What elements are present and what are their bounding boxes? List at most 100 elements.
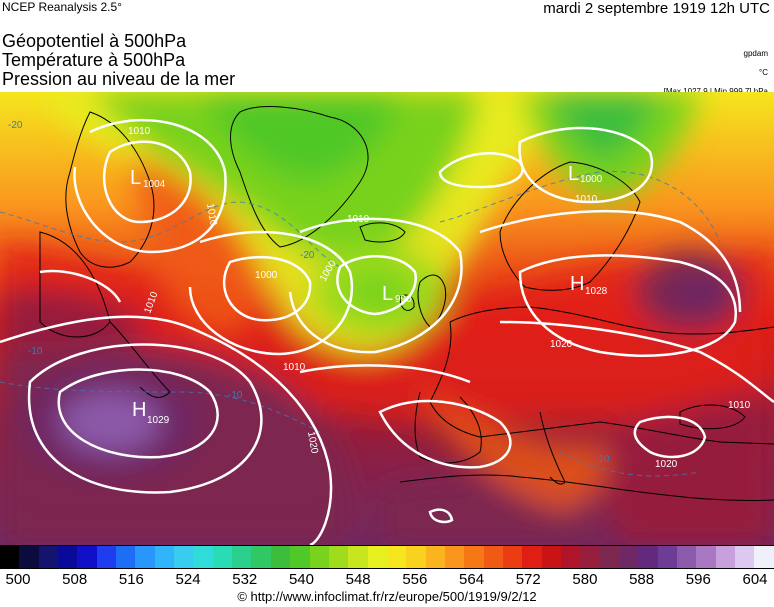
low-center: L 1004 bbox=[130, 167, 166, 190]
colorbar-swatch bbox=[290, 546, 310, 568]
colorbar-swatch bbox=[657, 546, 678, 568]
weather-map: 1010 1010 1000 1010 1020 1010 1000 1020 … bbox=[0, 92, 774, 545]
weather-map-svg: 1010 1010 1000 1010 1020 1010 1000 1020 … bbox=[0, 92, 774, 545]
colorbar-swatch bbox=[77, 546, 97, 568]
isobar-label: 1010 bbox=[283, 362, 306, 373]
isobar-label: 1010 bbox=[204, 203, 219, 227]
svg-text:L: L bbox=[568, 163, 579, 185]
svg-text:1029: 1029 bbox=[147, 415, 170, 426]
colorbar-swatch bbox=[135, 546, 155, 568]
colorbar-swatch bbox=[677, 546, 697, 568]
high-center: H 1028 bbox=[570, 273, 608, 297]
unit-temperature: °C bbox=[759, 68, 768, 77]
colorbar-swatch bbox=[270, 546, 291, 568]
title-pressure: Pression au niveau de la mer bbox=[2, 69, 236, 89]
units-block: gpdam °C [Max 1027.9 | Min 999.7] hPa bbox=[664, 44, 768, 101]
colorbar-swatch bbox=[580, 546, 600, 568]
svg-text:1004: 1004 bbox=[143, 179, 166, 190]
colorbar-swatch bbox=[58, 546, 78, 568]
svg-text:L: L bbox=[130, 167, 141, 189]
colorbar-tick-label: 604 bbox=[742, 571, 768, 588]
colorbar-swatch bbox=[425, 546, 445, 568]
isobar-label: 1000 bbox=[255, 270, 278, 281]
isobar-label: 1020 bbox=[655, 459, 678, 470]
colorbar-ticks: 500 508 516 524 532 540 548 556 564 572 580 588 596 6… bbox=[0, 571, 774, 589]
footer-url: © http://www.infoclimat.fr/rz/europe/500… bbox=[237, 589, 537, 604]
colorbar-tick-label: 548 bbox=[345, 571, 371, 588]
isobar-label: 1020 bbox=[305, 431, 320, 455]
colorbar-swatch bbox=[38, 546, 59, 568]
colorbar-swatch bbox=[502, 546, 523, 568]
colorbar-swatch bbox=[193, 546, 213, 568]
colorbar-tick-label: 564 bbox=[459, 571, 485, 588]
geopotential-shading bbox=[0, 92, 774, 545]
colorbar-swatch bbox=[560, 546, 581, 568]
colorbar-swatch bbox=[367, 546, 387, 568]
colorbar-swatch bbox=[309, 546, 329, 568]
svg-text:1028: 1028 bbox=[585, 286, 608, 297]
svg-text:1000: 1000 bbox=[580, 174, 603, 185]
colorbar-swatch bbox=[715, 546, 736, 568]
colorbar-swatch bbox=[599, 546, 619, 568]
title-temperature: Température à 500hPa bbox=[2, 50, 186, 70]
colorbar-swatch bbox=[754, 546, 774, 568]
unit-geopotential: gpdam bbox=[743, 49, 768, 58]
colorbar-swatch bbox=[174, 546, 194, 568]
date-label: mardi 2 septembre 1919 12h UTC bbox=[543, 0, 770, 17]
colorbar-swatch bbox=[328, 546, 349, 568]
isobar-label: 1010 bbox=[575, 194, 598, 205]
colorbar-swatch bbox=[212, 546, 233, 568]
isobar-label: 1020 bbox=[550, 339, 573, 350]
colorbar-swatch bbox=[251, 546, 271, 568]
isobar-label: 1010 bbox=[128, 126, 151, 137]
colorbar-tick-label: 524 bbox=[175, 571, 201, 588]
colorbar-swatch bbox=[96, 546, 117, 568]
colorbar-swatch bbox=[154, 546, 175, 568]
svg-text:H: H bbox=[570, 273, 584, 295]
pressure-range: [Max 1027.9 | Min 999.7] hPa bbox=[663, 87, 768, 96]
colorbar-tick-label: 596 bbox=[685, 571, 711, 588]
svg-text:L: L bbox=[382, 283, 393, 305]
colorbar-tick-label: 588 bbox=[629, 571, 655, 588]
source-label: NCEP Reanalysis 2.5° bbox=[2, 0, 122, 14]
coastlines bbox=[39, 106, 774, 501]
isotherm-label: -10 bbox=[595, 454, 610, 465]
colorbar-swatch bbox=[444, 546, 465, 568]
colorbar-tick-label: 500 bbox=[5, 571, 31, 588]
colorbar-swatch bbox=[0, 546, 20, 568]
colorbar-tick-label: 508 bbox=[62, 571, 88, 588]
colorbar-swatch bbox=[386, 546, 407, 568]
colorbar-swatch bbox=[116, 546, 136, 568]
svg-text:H: H bbox=[132, 399, 146, 421]
colorbar-swatch bbox=[483, 546, 503, 568]
colorbar-tick-label: 516 bbox=[118, 571, 144, 588]
colorbar-tick-label: 580 bbox=[572, 571, 598, 588]
colorbar-swatch bbox=[406, 546, 426, 568]
colorbar-swatch bbox=[541, 546, 561, 568]
svg-text:990: 990 bbox=[395, 294, 412, 305]
colorbar-tick-label: 556 bbox=[402, 571, 428, 588]
isobar-label: 1010 bbox=[347, 214, 370, 225]
colorbar-swatch bbox=[696, 546, 716, 568]
isotherm-label: -10 bbox=[28, 346, 43, 357]
title-geopotential: Géopotentiel à 500hPa bbox=[2, 31, 187, 51]
pressure-centers: L 1004 L 1000 L 990 H 1028 H 1029 bbox=[130, 163, 608, 426]
high-center: H 1029 bbox=[132, 399, 170, 426]
isotherm-label: -20 bbox=[300, 250, 315, 261]
colorbar-swatch bbox=[735, 546, 755, 568]
colorbar-swatch bbox=[619, 546, 639, 568]
colorbar-swatch bbox=[232, 546, 252, 568]
low-center: L 1000 bbox=[568, 163, 603, 185]
colorbar-swatch bbox=[464, 546, 484, 568]
isobars bbox=[0, 119, 774, 545]
low-center: L 990 bbox=[382, 283, 412, 305]
isotherm-label: -20 bbox=[8, 120, 23, 131]
title-block: Géopotentiel à 500hPa Température à 500h… bbox=[2, 32, 235, 89]
colorbar-swatch bbox=[19, 546, 39, 568]
colorbar-tick-label: 540 bbox=[288, 571, 314, 588]
colorbar-swatch bbox=[638, 546, 658, 568]
colorbar-swatch bbox=[348, 546, 368, 568]
colorbar-swatch bbox=[522, 546, 542, 568]
isobar-label: 1010 bbox=[728, 400, 751, 411]
colorbar-tick-label: 532 bbox=[232, 571, 258, 588]
